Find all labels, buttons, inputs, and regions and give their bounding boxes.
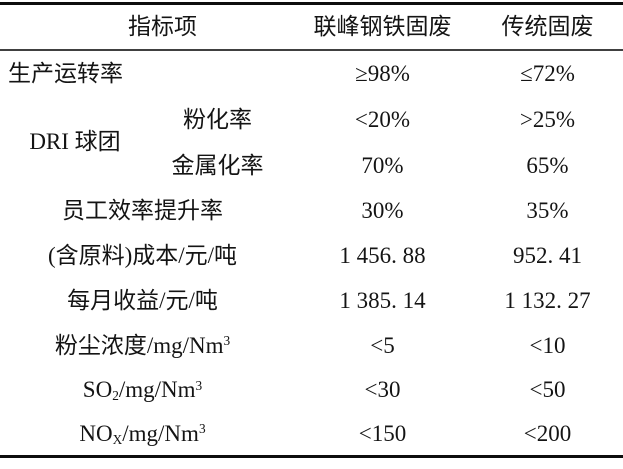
table-header: 指标项 联峰钢铁固废 传统固废: [0, 3, 623, 51]
lianfeng-value-monthly-income: 1 385. 14: [339, 287, 426, 313]
lianfeng-value-production-rate: ≥98%: [355, 60, 410, 86]
table-row-metallization-rate: 金属化率 70% 65%: [0, 143, 623, 188]
lianfeng-value-nox: <150: [358, 420, 407, 446]
traditional-value-production-rate: ≤72%: [520, 60, 575, 86]
table-row-pulverization-rate: DRI 球团 粉化率 <20% >25%: [0, 96, 623, 154]
row-spacer: [615, 368, 623, 412]
traditional-value-staff-efficiency: 35%: [526, 197, 569, 223]
row-spacer: [615, 323, 623, 368]
lianfeng-value-dust-concentration: <5: [370, 332, 395, 358]
row-spacer: [615, 188, 623, 233]
table-body: 生产运转率 ≥98% ≤72% DRI 球团 粉化率 <20% >25% 金属化…: [0, 50, 623, 457]
column-header-traditional: 传统固废: [480, 3, 615, 51]
table-row-cost: (含原料)成本/元/吨 1 456. 88 952. 41: [0, 233, 623, 278]
lianfeng-value-cost: 1 456. 88: [339, 242, 426, 268]
table-row-dust-concentration: 粉尘浓度/mg/Nm3 <5 <10: [0, 323, 623, 368]
traditional-value-cost: 952. 41: [513, 242, 582, 268]
row-spacer: [615, 278, 623, 323]
column-header-indicator: 指标项: [0, 3, 285, 51]
lianfeng-value-pulverization-rate: <20%: [354, 106, 411, 132]
row-label-production-rate: 生产运转率: [8, 60, 123, 86]
row-label-nox: NOX/mg/Nm3: [79, 420, 206, 448]
row-label-metallization-rate: 金属化率: [171, 152, 264, 178]
row-label-staff-efficiency: 员工效率提升率: [62, 197, 223, 223]
row-spacer: [615, 96, 623, 143]
traditional-value-dust-concentration: <10: [529, 332, 566, 358]
traditional-value-nox: <200: [523, 420, 572, 446]
traditional-value-monthly-income: 1 132. 27: [504, 287, 591, 313]
row-spacer: [615, 233, 623, 278]
traditional-value-metallization-rate: 65%: [526, 152, 569, 178]
row-label-monthly-income: 每月收益/元/吨: [67, 287, 218, 313]
row-spacer: [615, 412, 623, 457]
comparison-table: 指标项 联峰钢铁固废 传统固废 生产运转率 ≥98% ≤72% DRI 球团 粉…: [0, 2, 623, 458]
lianfeng-value-metallization-rate: 70%: [361, 152, 404, 178]
row-label-so2: SO2/mg/Nm3: [82, 377, 203, 404]
table-row-monthly-income: 每月收益/元/吨 1 385. 14 1 132. 27: [0, 278, 623, 323]
row-label-cost: (含原料)成本/元/吨: [47, 242, 238, 268]
traditional-value-pulverization-rate: >25%: [519, 106, 576, 132]
row-label-dust-concentration: 粉尘浓度/mg/Nm3: [54, 332, 231, 358]
column-header-lianfeng: 联峰钢铁固废: [285, 3, 480, 51]
traditional-value-so2: <50: [529, 377, 566, 402]
row-spacer: [615, 50, 623, 96]
row-label-pulverization-rate: 粉化率: [183, 106, 252, 132]
row-spacer: [615, 143, 623, 188]
row-group-label-dri-pellet: DRI 球团: [29, 129, 121, 154]
header-row: 指标项 联峰钢铁固废 传统固废: [0, 3, 623, 51]
table-row-staff-efficiency: 员工效率提升率 30% 35%: [0, 188, 623, 233]
header-spacer: [615, 3, 623, 51]
table-row-nox: NOX/mg/Nm3 <150 <200: [0, 412, 623, 457]
table-row-so2: SO2/mg/Nm3 <30 <50: [0, 368, 623, 412]
table-row-production-rate: 生产运转率 ≥98% ≤72%: [0, 50, 623, 96]
lianfeng-value-so2: <30: [364, 377, 401, 402]
lianfeng-value-staff-efficiency: 30%: [361, 197, 404, 223]
